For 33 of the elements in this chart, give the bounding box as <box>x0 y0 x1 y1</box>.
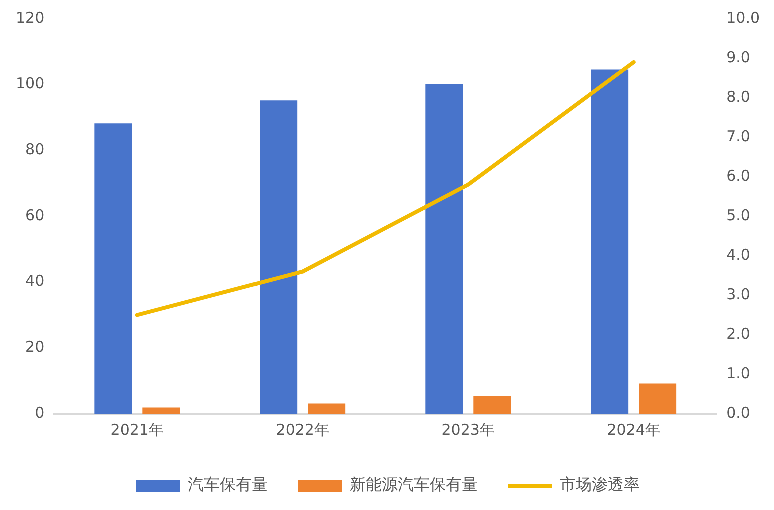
y2-tick-label: 10.0 <box>726 8 760 27</box>
bar <box>94 124 132 414</box>
y2-tick-label: 7.0 <box>726 127 750 146</box>
y-tick-label: 100 <box>16 74 45 93</box>
bar <box>474 396 512 414</box>
y2-tick-label: 2.0 <box>726 324 750 343</box>
bar <box>426 84 464 414</box>
y-tick-label: 0 <box>35 404 45 422</box>
x-tick-label: 2022年 <box>276 420 330 439</box>
bar <box>591 70 629 414</box>
y2-tick-label: 9.0 <box>726 48 750 66</box>
y-tick-label: 60 <box>26 206 45 224</box>
legend-label: 汽车保有量 <box>188 475 268 494</box>
bar <box>260 100 298 414</box>
y-tick-label: 80 <box>26 140 45 159</box>
y-tick-label: 40 <box>26 272 45 290</box>
bar <box>308 404 346 414</box>
bar <box>142 408 180 414</box>
y2-tick-label: 8.0 <box>726 88 750 106</box>
y2-tick-label: 3.0 <box>726 285 750 304</box>
bar <box>639 384 677 414</box>
legend-label: 新能源汽车保有量 <box>350 475 478 494</box>
y2-tick-label: 5.0 <box>726 206 750 224</box>
x-tick-label: 2021年 <box>110 420 164 439</box>
y-tick-label: 20 <box>26 338 45 356</box>
y2-tick-label: 1.0 <box>726 364 750 382</box>
y-tick-label: 120 <box>16 8 45 27</box>
y2-tick-label: 0.0 <box>726 404 750 422</box>
legend-label: 市场渗透率 <box>560 475 640 494</box>
x-tick-label: 2023年 <box>442 420 495 439</box>
y2-tick-label: 6.0 <box>726 166 750 185</box>
y2-tick-label: 4.0 <box>726 246 750 264</box>
x-tick-label: 2024年 <box>607 420 660 439</box>
